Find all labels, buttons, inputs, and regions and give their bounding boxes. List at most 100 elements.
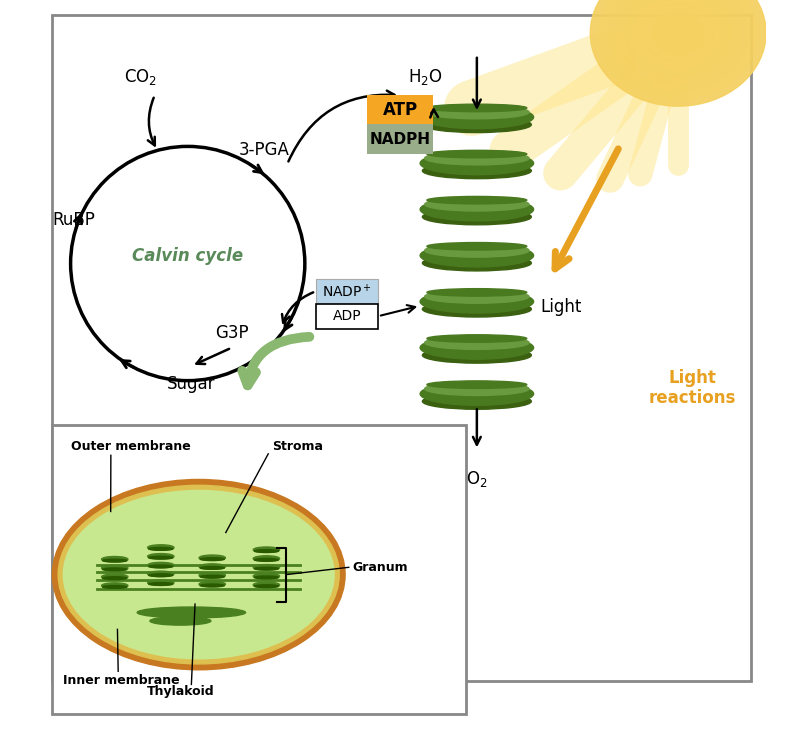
Ellipse shape [200,575,224,578]
Ellipse shape [254,556,279,561]
Ellipse shape [590,0,766,106]
Text: Calvin cycle: Calvin cycle [132,247,243,265]
Ellipse shape [148,562,174,568]
Ellipse shape [425,105,529,119]
Ellipse shape [138,607,246,618]
Ellipse shape [425,382,529,395]
Text: NADP$^+$: NADP$^+$ [322,283,372,300]
Ellipse shape [199,564,226,569]
Ellipse shape [102,577,127,580]
Ellipse shape [254,550,278,553]
Ellipse shape [634,0,722,70]
Ellipse shape [427,335,526,343]
Text: Inner membrane: Inner membrane [63,674,180,687]
Text: Granum: Granum [353,561,408,574]
Ellipse shape [420,152,534,175]
Ellipse shape [102,574,128,580]
Ellipse shape [427,381,526,389]
Text: ATP: ATP [382,101,418,119]
Ellipse shape [199,581,226,587]
Ellipse shape [422,255,531,271]
Ellipse shape [626,0,731,77]
Ellipse shape [425,290,529,303]
Ellipse shape [254,582,279,588]
Ellipse shape [422,163,531,179]
Ellipse shape [149,548,173,550]
Ellipse shape [422,301,531,317]
Ellipse shape [200,558,224,561]
FancyBboxPatch shape [52,425,466,714]
Text: RuBP: RuBP [53,211,96,228]
FancyBboxPatch shape [367,95,433,124]
Ellipse shape [254,547,279,553]
Ellipse shape [200,584,224,587]
FancyBboxPatch shape [316,279,378,304]
Ellipse shape [63,490,334,659]
Ellipse shape [148,545,174,550]
Ellipse shape [427,288,526,296]
Text: 3-PGA: 3-PGA [239,141,290,159]
Text: ADP: ADP [333,309,362,324]
Ellipse shape [149,574,173,577]
Ellipse shape [102,565,128,571]
Ellipse shape [427,196,526,204]
Text: Light
reactions: Light reactions [649,368,737,408]
Ellipse shape [590,0,766,106]
Text: Light: Light [540,299,582,316]
Ellipse shape [420,105,534,129]
Ellipse shape [425,198,529,211]
Ellipse shape [643,4,714,62]
Ellipse shape [199,555,226,561]
Text: G3P: G3P [215,324,249,342]
Ellipse shape [149,556,173,559]
Ellipse shape [422,393,531,409]
Ellipse shape [52,479,345,670]
Ellipse shape [652,11,705,55]
Ellipse shape [149,583,173,586]
Ellipse shape [254,573,279,579]
Ellipse shape [200,567,224,569]
Ellipse shape [427,104,526,112]
Ellipse shape [427,150,526,158]
Ellipse shape [102,586,127,589]
Ellipse shape [254,564,279,570]
Ellipse shape [617,0,740,84]
Text: Thylakoid: Thylakoid [146,685,214,698]
Text: H$_2$O: H$_2$O [408,67,443,87]
Ellipse shape [422,209,531,225]
Ellipse shape [420,244,534,267]
Text: O$_2$: O$_2$ [466,468,488,488]
Ellipse shape [427,242,526,250]
FancyBboxPatch shape [367,124,433,154]
FancyBboxPatch shape [316,304,378,329]
Ellipse shape [422,116,531,132]
Ellipse shape [254,576,278,579]
Ellipse shape [420,290,534,313]
Text: Outer membrane: Outer membrane [70,440,190,453]
Ellipse shape [199,572,226,578]
Ellipse shape [422,347,531,363]
Ellipse shape [608,0,749,92]
Ellipse shape [254,567,278,570]
Ellipse shape [149,565,173,568]
Ellipse shape [150,616,211,625]
Ellipse shape [420,336,534,359]
Text: Sugar: Sugar [167,376,216,393]
Text: Stroma: Stroma [272,440,323,453]
Ellipse shape [420,382,534,406]
Ellipse shape [425,336,529,349]
Ellipse shape [254,585,278,588]
Ellipse shape [254,559,278,561]
Ellipse shape [420,198,534,221]
Ellipse shape [102,556,128,562]
Ellipse shape [102,568,127,571]
Ellipse shape [58,485,339,664]
FancyArrowPatch shape [555,149,618,269]
Text: CO$_2$: CO$_2$ [123,67,157,87]
Ellipse shape [148,571,174,577]
Ellipse shape [102,559,127,562]
Text: NADPH: NADPH [370,132,430,146]
Ellipse shape [599,0,758,99]
Ellipse shape [425,244,529,257]
FancyArrowPatch shape [242,337,310,385]
